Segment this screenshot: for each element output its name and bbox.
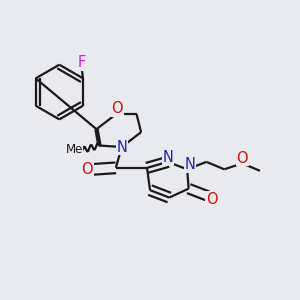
Text: O: O: [112, 101, 123, 116]
Text: N: N: [162, 150, 173, 165]
Text: O: O: [236, 151, 248, 166]
Text: Me: Me: [65, 143, 83, 156]
Text: N: N: [185, 157, 196, 172]
Text: O: O: [81, 162, 93, 177]
Text: O: O: [206, 191, 217, 206]
Text: N: N: [116, 140, 127, 154]
Text: F: F: [77, 55, 86, 70]
